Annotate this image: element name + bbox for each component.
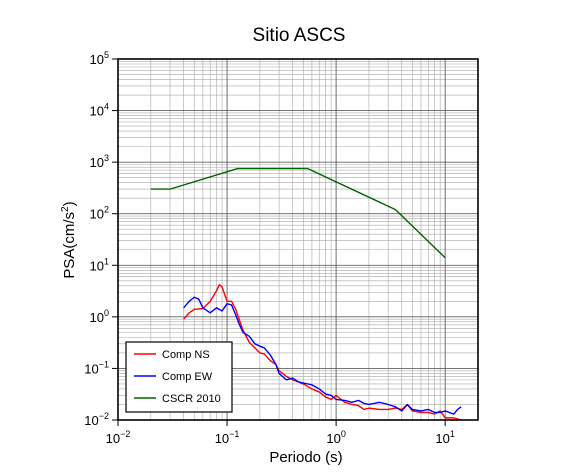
y-axis-label-end: ) xyxy=(61,201,78,206)
x-tick-label: 10−1 xyxy=(215,429,240,446)
y-axis-label: PSA(cm/s2) xyxy=(60,201,78,278)
y-tick-label: 102 xyxy=(90,205,109,222)
x-axis-label: Periodo (s) xyxy=(269,449,342,466)
x-tick-label: 101 xyxy=(435,429,454,446)
y-tick-label: 103 xyxy=(90,153,109,170)
y-axis-ticks: 10−2 10−1 100 101 102 103 104 105 xyxy=(84,50,118,428)
y-tick-label: 101 xyxy=(90,256,109,273)
y-tick-label: 105 xyxy=(90,50,109,67)
legend-label-ew: Comp EW xyxy=(162,371,213,383)
x-axis-ticks: 10−2 10−1 100 101 xyxy=(106,420,455,446)
legend-label-cscr: CSCR 2010 xyxy=(162,393,221,405)
y-tick-label: 104 xyxy=(90,102,109,119)
y-tick-label: 100 xyxy=(90,308,109,325)
plot-frame xyxy=(117,58,479,421)
y-tick-label: 10−2 xyxy=(84,411,109,428)
legend-label-ns: Comp NS xyxy=(162,349,210,361)
y-axis-label-sup: 2 xyxy=(60,206,71,212)
series-comp-ew-line xyxy=(183,296,462,415)
legend: Comp NS Comp EW CSCR 2010 xyxy=(125,341,233,413)
series-cscr-2010-line xyxy=(150,167,446,259)
y-axis-label-main: PSA(cm/s xyxy=(61,212,78,279)
chart-title: Sitio ASCS xyxy=(253,25,346,46)
x-tick-label: 100 xyxy=(326,429,345,446)
series-lines xyxy=(150,167,462,421)
grid-minor xyxy=(118,59,479,420)
x-tick-label: 10−2 xyxy=(106,429,131,446)
y-tick-label: 10−1 xyxy=(84,359,109,376)
